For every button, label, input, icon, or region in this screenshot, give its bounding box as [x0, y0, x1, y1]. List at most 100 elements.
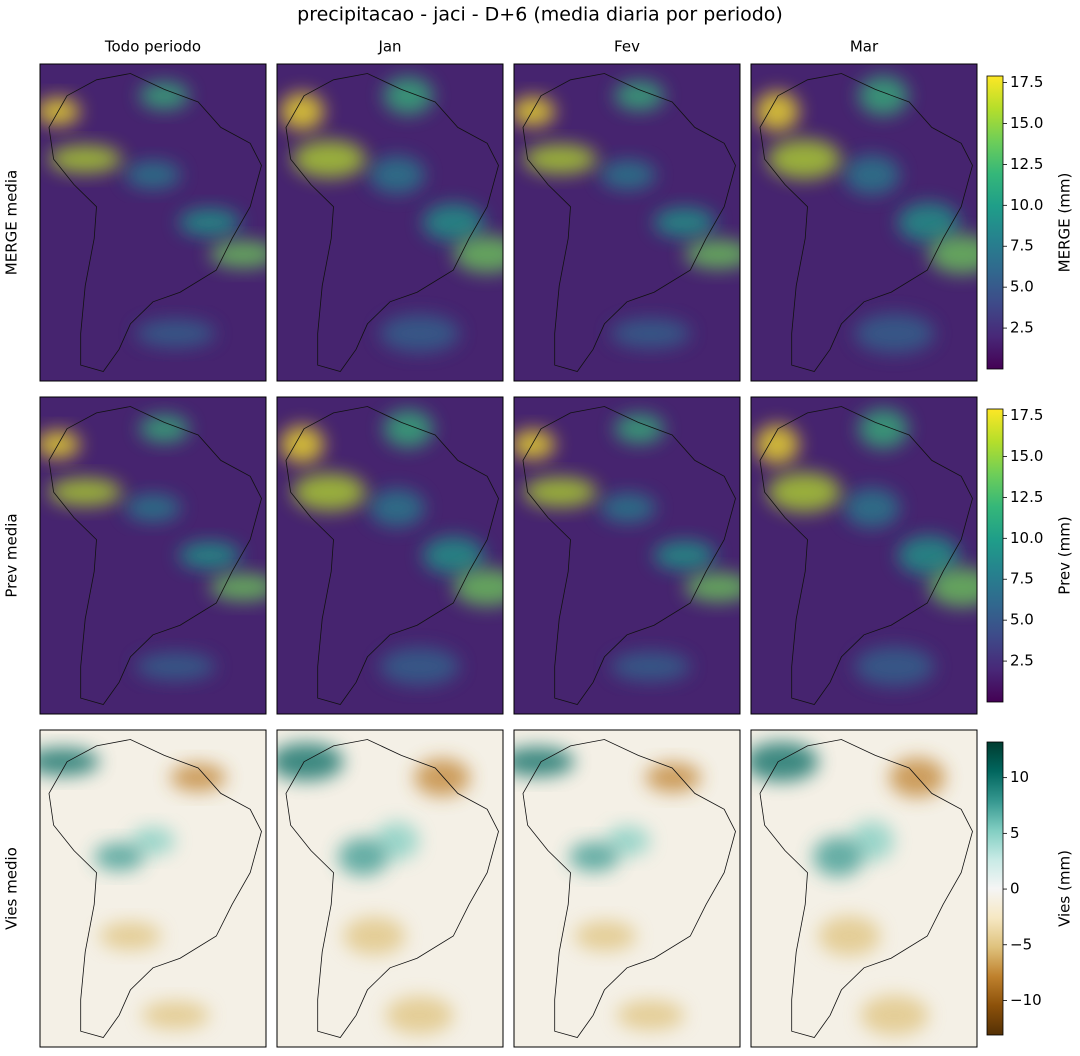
- colorbar-tick-label: 15.0: [1010, 114, 1043, 132]
- map-field: [600, 492, 656, 523]
- coastline: [759, 739, 973, 1038]
- map-field: [135, 319, 216, 348]
- map-panel: [39, 63, 267, 382]
- panel-frame: [750, 396, 978, 715]
- map-field: [453, 568, 503, 607]
- map-background: [514, 730, 740, 1047]
- map-field: [610, 651, 691, 682]
- map-field: [755, 424, 800, 465]
- map-field: [280, 92, 325, 131]
- map-field: [514, 96, 556, 127]
- map-panel: [513, 63, 741, 382]
- map-field: [385, 996, 454, 1035]
- coastline: [48, 739, 262, 1038]
- row-label: Prev media: [3, 513, 21, 597]
- map-field: [379, 647, 460, 686]
- map-panel: [513, 729, 741, 1048]
- panel-frame: [750, 729, 978, 1048]
- colorbar-tick-label: 10.0: [1010, 196, 1043, 214]
- map-field: [514, 746, 575, 777]
- colorbar-tick-label: 0: [1010, 880, 1020, 898]
- map-field: [170, 763, 227, 792]
- map-field: [844, 487, 900, 528]
- coastline: [285, 406, 499, 705]
- colorbar-tick-label: 10: [1010, 768, 1029, 786]
- map-field: [523, 144, 598, 175]
- colorbar: [986, 408, 1004, 703]
- row-label: Vies medio: [3, 847, 21, 930]
- map-field: [422, 203, 485, 242]
- map-field: [379, 314, 460, 353]
- map-field: [767, 472, 842, 513]
- map-field: [422, 536, 485, 575]
- map-panel: [276, 396, 504, 715]
- map-field: [755, 91, 800, 132]
- map-background: [40, 730, 266, 1047]
- map-field: [343, 917, 406, 956]
- panel-frame: [750, 63, 978, 382]
- map-field: [616, 1000, 685, 1031]
- map-field: [99, 922, 162, 951]
- map-field: [135, 652, 216, 681]
- map-field: [574, 921, 637, 952]
- panel-frame: [39, 729, 267, 1048]
- map-field: [131, 826, 175, 855]
- colorbar-tick-label: 5: [1010, 824, 1020, 842]
- panel-frame: [39, 63, 267, 382]
- coastline: [522, 406, 736, 705]
- column-title: Fev: [614, 38, 640, 56]
- map-field: [818, 916, 881, 957]
- map-field: [854, 646, 935, 687]
- map-field: [209, 240, 266, 269]
- panel-frame: [276, 729, 504, 1048]
- colorbar-tick-label: 5.0: [1010, 611, 1034, 629]
- map-field: [928, 234, 977, 275]
- map-panel: [750, 63, 978, 382]
- column-title: Jan: [377, 38, 401, 56]
- map-field: [40, 97, 81, 126]
- map-field: [40, 747, 100, 776]
- map-field: [854, 313, 935, 354]
- map-field: [277, 742, 344, 781]
- map-field: [751, 741, 819, 782]
- map-field: [48, 478, 123, 507]
- panel-frame: [513, 396, 741, 715]
- map-panel: [513, 396, 741, 715]
- colorbar-label: Vies (mm): [1056, 850, 1074, 927]
- map-field: [292, 473, 367, 512]
- colorbar-tick-label: 7.5: [1010, 237, 1034, 255]
- map-field: [844, 154, 900, 195]
- map-field: [453, 235, 503, 274]
- map-field: [897, 202, 960, 243]
- map-field: [858, 75, 909, 116]
- map-field: [614, 80, 665, 111]
- coastline: [285, 739, 499, 1038]
- coastline: [48, 73, 262, 372]
- colorbar-tick-label: 12.5: [1010, 155, 1043, 173]
- colorbar-tick-label: 2.5: [1010, 652, 1034, 670]
- coastline: [759, 406, 973, 705]
- map-field: [369, 155, 425, 194]
- map-field: [48, 145, 123, 174]
- coastline: [48, 406, 262, 705]
- map-field: [610, 318, 691, 349]
- map-field: [40, 430, 81, 459]
- map-field: [523, 477, 598, 508]
- map-field: [125, 493, 181, 522]
- panel-frame: [513, 729, 741, 1048]
- row-label: MERGE media: [3, 170, 21, 275]
- map-panel: [39, 396, 267, 715]
- panel-frame: [276, 63, 504, 382]
- colorbar-tick-label: 12.5: [1010, 488, 1043, 506]
- map-field: [414, 758, 471, 797]
- map-field: [178, 208, 241, 237]
- map-field: [209, 573, 266, 602]
- map-field: [280, 425, 325, 464]
- map-field: [383, 76, 434, 115]
- colorbar-tick-label: 17.5: [1010, 73, 1043, 91]
- map-field: [684, 572, 740, 603]
- map-field: [813, 836, 864, 877]
- colorbar-tick-label: 15.0: [1010, 447, 1043, 465]
- map-field: [94, 842, 145, 871]
